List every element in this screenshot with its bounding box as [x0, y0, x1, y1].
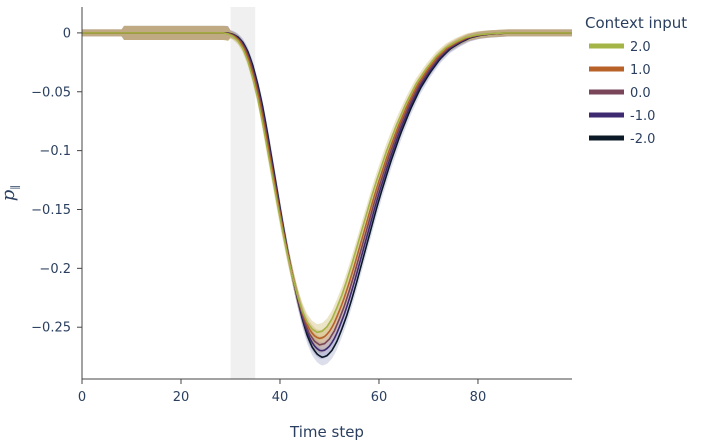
series-line--2.0: [82, 32, 572, 359]
y-axis-title-subscript: ∥: [10, 185, 21, 190]
svg-text:p∥: p∥: [0, 185, 21, 202]
series-line-0.0: [82, 32, 572, 346]
legend: 2.0 1.0 0.0 -1.0 -2.0: [589, 40, 655, 147]
legend-label: 2.0: [630, 40, 651, 55]
band--2.0: [82, 25, 572, 366]
legend-item--2.0[interactable]: -2.0: [589, 132, 655, 147]
legend-label: -2.0: [630, 132, 655, 147]
band-2.0: [82, 25, 572, 341]
y-tick-label: −0.05: [31, 85, 71, 100]
x-tick-label: 40: [272, 390, 289, 405]
legend-title: Context input: [585, 14, 687, 32]
band--1.0: [82, 25, 572, 359]
x-tick-label: 60: [371, 390, 388, 405]
legend-item-1.0[interactable]: 1.0: [589, 63, 651, 78]
y-tick-label: −0.25: [31, 321, 71, 336]
x-tick-label: 80: [470, 390, 487, 405]
y-axis-ticks: 0 −0.05 −0.1 −0.15 −0.2 −0.25: [31, 26, 82, 336]
y-tick-label: 0: [63, 26, 71, 41]
x-tick-label: 20: [173, 390, 190, 405]
x-axis-ticks: 0 20 40 60 80: [78, 379, 486, 405]
band-1.0: [82, 25, 572, 347]
y-axis-title: p∥: [0, 185, 21, 202]
series-line-2.0: [82, 32, 572, 334]
legend-item-2.0[interactable]: 2.0: [589, 40, 651, 55]
legend-label: -1.0: [630, 109, 655, 124]
y-tick-label: −0.15: [31, 203, 71, 218]
confidence-bands: [82, 25, 572, 366]
x-tick-label: 0: [78, 390, 86, 405]
legend-item--1.0[interactable]: -1.0: [589, 109, 655, 124]
y-axis-title-main: p: [0, 189, 19, 201]
legend-item-0.0[interactable]: 0.0: [589, 86, 651, 101]
axes: [81, 7, 572, 380]
x-axis-title: Time step: [289, 423, 364, 441]
legend-label: 0.0: [630, 86, 651, 101]
series-lines: [82, 32, 572, 359]
y-tick-label: −0.2: [39, 262, 71, 277]
legend-label: 1.0: [630, 63, 651, 78]
series-line--1.0: [82, 32, 572, 352]
band-0.0: [82, 25, 572, 354]
y-tick-label: −0.1: [39, 144, 71, 159]
series-line-1.0: [82, 32, 572, 340]
